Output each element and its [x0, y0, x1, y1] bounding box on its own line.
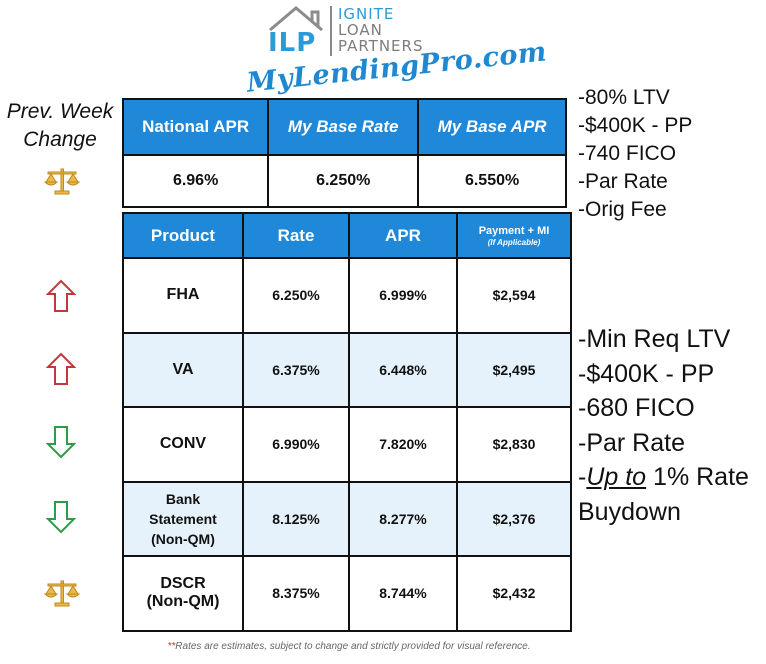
footnote-text: Rates are estimates, subject to change a…	[175, 641, 531, 652]
footnote-asterisks: **	[167, 641, 176, 652]
base-assumptions: -80% LTV -$400K - PP -740 FICO -Par Rate…	[578, 84, 692, 224]
header-national-apr: National APR	[121, 98, 270, 156]
logo-wordmark: IGNITE LOAN PARTNERS	[338, 6, 423, 54]
assumption-item-buydown: -Up to 1% Rate	[578, 460, 749, 495]
logo-word-ignite: IGNITE	[338, 5, 395, 23]
product-name: FHA	[122, 257, 244, 334]
apr-value: 8.277%	[348, 480, 458, 557]
header-base-rate: My Base Rate	[267, 98, 420, 156]
prev-week-line2: Change	[23, 128, 97, 151]
national-apr-value: 6.96%	[121, 154, 270, 208]
header-product: Product	[122, 212, 244, 259]
rate-text: 1% Rate	[646, 463, 749, 491]
header-rate: Rate	[242, 212, 350, 259]
payment-value: $2,432	[456, 555, 572, 632]
arrow-up-icon	[46, 279, 76, 312]
table-row: DSCR (Non-QM) 8.375% 8.744% $2,432	[122, 555, 572, 632]
rate-value: 6.250%	[242, 257, 350, 334]
payment-value: $2,376	[456, 480, 572, 557]
rate-value: 8.375%	[242, 555, 350, 632]
arrow-down-icon	[46, 501, 76, 534]
logo-word-partners: PARTNERS	[338, 37, 424, 55]
payment-value: $2,495	[456, 331, 572, 408]
assumption-item: -$400K - PP	[578, 114, 693, 137]
assumption-item: -Min Req LTV	[578, 325, 731, 353]
product-rate-table: Product Rate APR Payment + MI (If Applic…	[122, 212, 572, 632]
header-apr: APR	[348, 212, 458, 259]
prev-week-line1: Prev. Week	[6, 100, 114, 123]
table-row: FHA 6.250% 6.999% $2,594	[122, 257, 572, 334]
assumption-item: -Par Rate	[578, 428, 685, 457]
assumption-item: -$400K - PP	[578, 359, 715, 388]
prev-week-label: Prev. Week Change	[0, 98, 120, 154]
header-payment: Payment + MI (If Applicable)	[456, 212, 572, 259]
product-name: Bank Statement (Non-QM)	[122, 480, 244, 557]
scale-icon	[44, 168, 80, 195]
rate-value: 6.375%	[242, 331, 350, 408]
product-name-line: (Non-QM)	[146, 593, 220, 611]
table-row: CONV 6.990% 7.820% $2,830	[122, 406, 572, 483]
product-name-line: DSCR	[160, 575, 206, 593]
apr-value: 7.820%	[348, 406, 458, 483]
product-name-line: (Non-QM)	[151, 530, 215, 547]
table-row: VA 6.375% 6.448% $2,495	[122, 331, 572, 408]
product-assumptions: -Min Req LTV -$400K - PP -680 FICO -Par …	[578, 322, 749, 529]
assumption-item: -Par Rate	[578, 170, 668, 193]
assumption-item: -Orig Fee	[578, 198, 667, 221]
payment-note: (If Applicable)	[487, 237, 541, 247]
base-apr-value: 6.550%	[417, 154, 567, 208]
payment-value: $2,594	[456, 257, 572, 334]
assumption-item: -680 FICO	[578, 394, 695, 422]
product-name: DSCR (Non-QM)	[122, 555, 244, 632]
logo-letters: ILP	[268, 28, 317, 58]
rate-value: 8.125%	[242, 480, 350, 557]
base-rate-value: 6.250%	[267, 154, 420, 208]
assumption-item: Buydown	[578, 497, 681, 526]
assumption-item: -740 FICO	[578, 142, 677, 165]
payment-value: $2,830	[456, 406, 572, 483]
logo-divider	[330, 6, 332, 56]
company-logo: ILP IGNITE LOAN PARTNERS	[262, 4, 462, 58]
logo-word-loan: LOAN	[338, 21, 383, 39]
apr-value: 6.448%	[348, 331, 458, 408]
payment-label: Payment + MI	[478, 224, 550, 237]
house-icon	[269, 6, 323, 32]
dash: -	[578, 463, 587, 491]
arrow-up-icon	[46, 352, 76, 385]
apr-value: 8.744%	[348, 555, 458, 632]
national-rate-table: National APR My Base Rate My Base APR 6.…	[121, 98, 567, 208]
arrow-down-icon	[46, 426, 76, 459]
product-name: VA	[122, 331, 244, 408]
product-name-line: Bank	[165, 490, 201, 507]
apr-value: 6.999%	[348, 257, 458, 334]
rate-value: 6.990%	[242, 406, 350, 483]
up-to-text: Up to	[586, 463, 647, 491]
table-row: Bank Statement (Non-QM) 8.125% 8.277% $2…	[122, 480, 572, 557]
disclaimer-footnote: **Rates are estimates, subject to change…	[124, 641, 574, 652]
product-name: CONV	[122, 406, 244, 483]
scale-icon	[44, 580, 80, 607]
header-base-apr: My Base APR	[417, 98, 567, 156]
assumption-item: -80% LTV	[578, 86, 670, 109]
product-name-line: Statement	[149, 510, 217, 527]
